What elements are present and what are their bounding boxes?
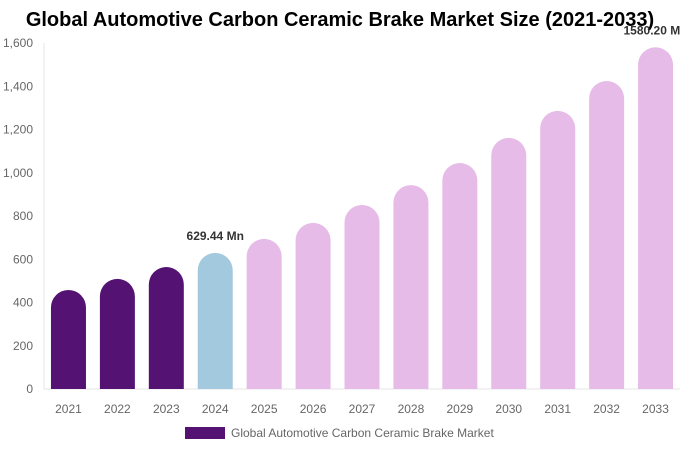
x-tick-label: 2023 <box>153 402 180 416</box>
y-tick-label: 600 <box>13 252 33 266</box>
x-tick-label: 2026 <box>300 402 327 416</box>
x-tick-label: 2032 <box>593 402 620 416</box>
bar-2032[interactable] <box>589 81 625 389</box>
bar-2030[interactable] <box>491 137 527 389</box>
bar-2023[interactable] <box>148 267 184 389</box>
bar-2027[interactable] <box>344 204 380 389</box>
x-tick-label: 2033 <box>642 402 669 416</box>
y-tick-label: 400 <box>13 296 33 310</box>
bar-2029[interactable] <box>442 163 478 389</box>
legend[interactable]: Global Automotive Carbon Ceramic Brake M… <box>185 426 494 440</box>
bar-2022[interactable] <box>99 278 135 389</box>
x-tick-label: 2031 <box>544 402 571 416</box>
y-tick-label: 200 <box>13 339 33 353</box>
bar-2026[interactable] <box>295 222 331 389</box>
x-tick-label: 2029 <box>446 402 473 416</box>
y-tick-label: 0 <box>26 382 33 396</box>
bar-2033[interactable] <box>638 47 674 390</box>
data-label: 629.44 Mn <box>187 229 244 243</box>
x-tick-label: 2024 <box>202 402 229 416</box>
bar-2021[interactable] <box>50 289 86 389</box>
bar-2031[interactable] <box>540 110 576 389</box>
x-tick-label: 2027 <box>349 402 376 416</box>
x-tick-label: 2022 <box>104 402 131 416</box>
y-tick-label: 800 <box>13 209 33 223</box>
x-tick-label: 2025 <box>251 402 278 416</box>
x-tick-label: 2021 <box>55 402 82 416</box>
x-tick-label: 2030 <box>495 402 522 416</box>
bar-2028[interactable] <box>393 185 429 389</box>
y-tick-label: 1,200 <box>3 123 33 137</box>
y-tick-label: 1,400 <box>3 79 33 93</box>
chart-title: Global Automotive Carbon Ceramic Brake M… <box>25 9 655 31</box>
bar-2024[interactable] <box>197 252 233 389</box>
y-tick-label: 1,600 <box>3 36 33 50</box>
legend-label: Global Automotive Carbon Ceramic Brake M… <box>231 426 494 440</box>
legend-swatch <box>185 427 225 439</box>
x-tick-label: 2028 <box>398 402 425 416</box>
data-label: 1580.20 Mn <box>624 23 680 37</box>
y-tick-label: 1,000 <box>3 166 33 180</box>
bar-2025[interactable] <box>246 238 282 389</box>
